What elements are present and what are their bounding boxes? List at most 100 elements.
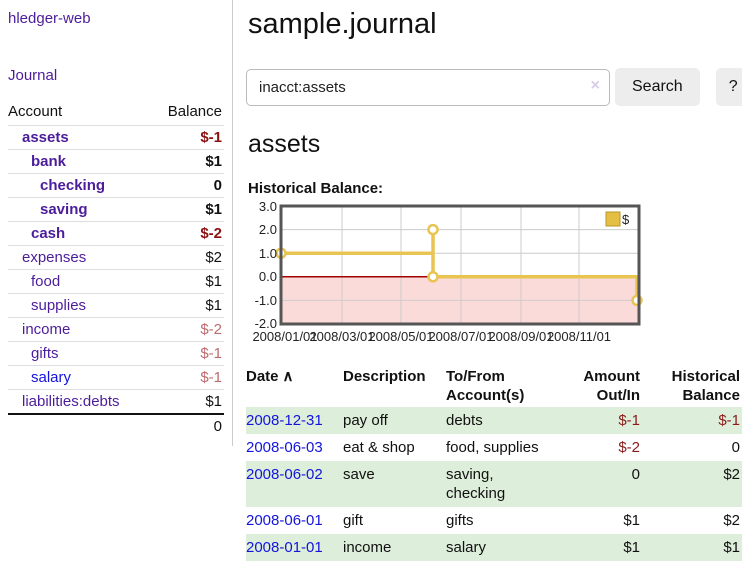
account-link-saving[interactable]: saving <box>40 201 88 218</box>
search-button[interactable]: Search <box>615 68 700 106</box>
transaction-balance: $2 <box>723 512 740 529</box>
account-link-checking[interactable]: checking <box>40 177 106 194</box>
transaction-description: pay off <box>343 412 388 429</box>
transaction-date-link[interactable]: 2008-01-01 <box>246 539 323 556</box>
account-row: salary $-1 <box>8 365 224 390</box>
transaction-balance: 0 <box>731 439 740 456</box>
account-balance: $1 <box>205 201 222 218</box>
x-tick: 2008/11/01 <box>547 329 611 344</box>
chart-series-line <box>281 227 639 301</box>
transaction-balance: $2 <box>723 466 740 483</box>
account-balance: $1 <box>205 153 222 170</box>
x-tick: 2008/01/01 <box>252 329 317 344</box>
clear-search-icon[interactable]: × <box>590 76 600 94</box>
app-brand-link[interactable]: hledger-web <box>8 10 91 27</box>
transaction-amount: $1 <box>623 512 640 529</box>
chart-negative-area <box>282 276 638 323</box>
account-row: bank $1 <box>8 149 224 174</box>
account-balance: $-2 <box>200 321 222 338</box>
account-balance: $-1 <box>200 129 222 146</box>
transaction-date-link[interactable]: 2008-06-02 <box>246 466 323 483</box>
account-row: liabilities:debts $1 <box>8 389 224 415</box>
chart-x-axis: 2008/01/01 2008/03/01 2008/05/01 2008/07… <box>252 329 611 344</box>
search-form: × Search ? <box>246 68 742 106</box>
register-header-date[interactable]: Date ∧ <box>246 365 343 407</box>
x-tick: 2008/09/01 <box>488 329 553 344</box>
register-header-amount: Amount Out/In <box>556 365 642 407</box>
account-balance: $1 <box>205 273 222 290</box>
register-header-accounts: To/From Account(s) <box>446 365 556 407</box>
sidebar-item-journal[interactable]: Journal <box>8 67 58 84</box>
account-balance: $2 <box>205 249 222 266</box>
transaction-accounts: salary <box>446 539 487 556</box>
chart-title: Historical Balance: <box>248 180 384 197</box>
account-balance: $-2 <box>200 225 222 242</box>
account-balance: $-1 <box>200 345 222 362</box>
transaction-balance: $1 <box>723 539 740 556</box>
transaction-amount: $-1 <box>618 412 640 429</box>
transaction-date-link[interactable]: 2008-06-03 <box>246 439 323 456</box>
register-row: 2008-12-31 pay off debts $-1 $-1 <box>246 407 742 434</box>
date-header-label: Date <box>246 368 279 385</box>
chart-y-axis: 3.0 2.0 1.0 0.0 -1.0 -2.0 <box>255 199 277 331</box>
account-row: checking 0 <box>8 173 224 198</box>
amount-header-line1: Amount <box>583 368 640 385</box>
y-tick: -2.0 <box>255 316 277 331</box>
y-tick: 0.0 <box>259 269 277 284</box>
account-balance: 0 <box>213 177 222 194</box>
account-balance: $-1 <box>200 369 222 386</box>
transaction-balance: $-1 <box>718 412 740 429</box>
register-header-balance: Historical Balance <box>642 365 742 407</box>
transaction-description: gift <box>343 512 364 529</box>
transaction-accounts: gifts <box>446 512 474 529</box>
balance-chart: $ 3.0 2.0 1.0 0.0 -1.0 -2.0 2008/01/01 2… <box>246 199 742 351</box>
sort-ascending-icon: ∧ <box>282 368 294 385</box>
register-header-row: Date ∧ Description To/From Account(s) Amou… <box>246 365 742 407</box>
register-row: 2008-06-02 save saving, checking 0 $2 <box>246 461 742 507</box>
register-header-description: Description <box>343 368 426 385</box>
account-link-assets[interactable]: assets <box>22 129 69 146</box>
y-tick: 3.0 <box>259 201 277 214</box>
accounts-total-value: 0 <box>213 418 222 435</box>
transaction-accounts: debts <box>446 412 483 429</box>
help-button[interactable]: ? <box>715 68 742 106</box>
account-link-salary[interactable]: salary <box>31 369 72 386</box>
account-link-income[interactable]: income <box>22 321 71 338</box>
search-input[interactable] <box>246 68 610 106</box>
account-link-liabilities-debts[interactable]: liabilities:debts <box>22 393 120 410</box>
transaction-amount: $1 <box>623 539 640 556</box>
accounts-header-account: Account <box>8 103 63 120</box>
transaction-accounts: saving, checking <box>446 466 506 502</box>
account-row: supplies $1 <box>8 293 224 318</box>
register-row: 2008-01-01 income salary $1 $1 <box>246 534 742 561</box>
balance-chart-svg: $ 3.0 2.0 1.0 0.0 -1.0 -2.0 2008/01/01 2… <box>252 199 643 344</box>
accounts-header-balance: Balance <box>167 103 222 120</box>
chart-border <box>279 204 641 326</box>
transaction-date-link[interactable]: 2008-12-31 <box>246 412 323 429</box>
account-row: assets $-1 <box>8 125 224 150</box>
legend-swatch-icon <box>605 211 621 227</box>
account-link-food[interactable]: food <box>31 273 61 290</box>
register-row: 2008-06-01 gift gifts $1 $2 <box>246 507 742 534</box>
register-row: 2008-06-03 eat & shop food, supplies $-2… <box>246 434 742 461</box>
accounts-table: Account Balance assets $-1 bank $1 check… <box>8 100 224 438</box>
transaction-date-link[interactable]: 2008-06-01 <box>246 512 323 529</box>
account-balance: $1 <box>205 297 222 314</box>
accounts-header-line1: To/From <box>446 368 505 385</box>
amount-header-line2: Out/In <box>596 387 640 404</box>
y-tick: 1.0 <box>259 246 277 261</box>
sidebar: hledger-web Journal Account Balance asse… <box>0 0 233 446</box>
account-row: gifts $-1 <box>8 341 224 366</box>
balance-header-line1: Historical <box>671 368 740 385</box>
account-link-cash[interactable]: cash <box>31 225 66 242</box>
transaction-amount: 0 <box>631 466 640 483</box>
legend-label: $ <box>622 212 630 227</box>
account-link-expenses[interactable]: expenses <box>22 249 87 266</box>
account-row: saving $1 <box>8 197 224 222</box>
y-tick: 2.0 <box>259 222 277 237</box>
account-row: income $-2 <box>8 317 224 342</box>
account-link-supplies[interactable]: supplies <box>31 297 87 314</box>
x-tick: 2008/05/01 <box>368 329 433 344</box>
account-link-bank[interactable]: bank <box>31 153 67 170</box>
account-link-gifts[interactable]: gifts <box>31 345 59 362</box>
